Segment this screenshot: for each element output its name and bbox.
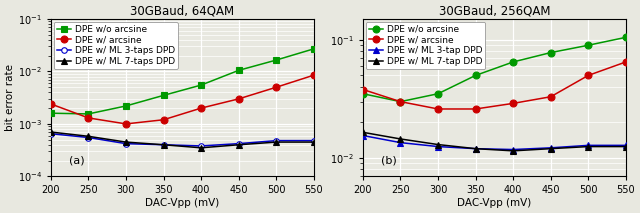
DPE w/ ML 3-taps DPD xyxy=(160,144,168,146)
DPE w/ ML 7-tap DPD xyxy=(509,150,517,152)
DPE w/ arcsine xyxy=(547,95,554,98)
DPE w/ ML 3-tap DPD xyxy=(547,147,554,149)
DPE w/ ML 7-taps DPD xyxy=(310,141,317,143)
Line: DPE w/ ML 7-taps DPD: DPE w/ ML 7-taps DPD xyxy=(48,129,317,151)
DPE w/ arcsine xyxy=(472,108,479,110)
DPE w/ ML 3-tap DPD xyxy=(509,148,517,151)
DPE w/ arcsine xyxy=(235,98,243,100)
DPE w/o arcsine xyxy=(160,94,168,97)
DPE w/ arcsine xyxy=(509,102,517,105)
DPE w/ arcsine xyxy=(273,86,280,89)
DPE w/ ML 3-tap DPD xyxy=(584,144,592,147)
DPE w/ ML 3-taps DPD xyxy=(47,132,54,135)
Line: DPE w/ ML 7-tap DPD: DPE w/ ML 7-tap DPD xyxy=(360,130,628,154)
DPE w/ ML 3-taps DPD xyxy=(273,139,280,142)
DPE w/ arcsine xyxy=(584,74,592,77)
Title: 30GBaud, 64QAM: 30GBaud, 64QAM xyxy=(131,5,234,18)
Line: DPE w/ ML 3-tap DPD: DPE w/ ML 3-tap DPD xyxy=(360,133,628,152)
DPE w/ ML 3-taps DPD xyxy=(310,139,317,142)
Line: DPE w/ arcsine: DPE w/ arcsine xyxy=(47,72,317,127)
DPE w/o arcsine xyxy=(397,100,404,103)
DPE w/o arcsine xyxy=(434,92,442,95)
DPE w/o arcsine xyxy=(472,74,479,77)
DPE w/ ML 7-taps DPD xyxy=(197,147,205,149)
DPE w/ arcsine xyxy=(47,103,54,105)
DPE w/o arcsine xyxy=(584,44,592,46)
DPE w/ ML 7-tap DPD xyxy=(584,145,592,148)
DPE w/ ML 7-tap DPD xyxy=(472,147,479,150)
DPE w/ ML 7-taps DPD xyxy=(273,141,280,143)
DPE w/ arcsine xyxy=(397,100,404,103)
DPE w/ ML 3-taps DPD xyxy=(84,136,92,139)
Y-axis label: bit error rate: bit error rate xyxy=(5,64,15,131)
DPE w/ ML 3-tap DPD xyxy=(622,144,630,147)
DPE w/o arcsine xyxy=(359,92,367,95)
DPE w/ arcsine xyxy=(122,123,130,125)
DPE w/o arcsine xyxy=(47,112,54,114)
DPE w/ ML 3-taps DPD xyxy=(235,142,243,145)
DPE w/o arcsine xyxy=(235,69,243,72)
DPE w/ ML 7-taps DPD xyxy=(47,131,54,133)
DPE w/o arcsine xyxy=(547,51,554,54)
Line: DPE w/ ML 3-taps DPD: DPE w/ ML 3-taps DPD xyxy=(48,131,317,149)
DPE w/ ML 3-tap DPD xyxy=(472,147,479,150)
Legend: DPE w/o arcsine, DPE w/ arcsine, DPE w/ ML 3-taps DPD, DPE w/ ML 7-taps DPD: DPE w/o arcsine, DPE w/ arcsine, DPE w/ … xyxy=(54,22,178,69)
DPE w/ arcsine xyxy=(310,74,317,76)
DPE w/o arcsine xyxy=(122,105,130,107)
Legend: DPE w/o arcsine, DPE w/ arcsine, DPE w/ ML 3-tap DPD, DPE w/ ML 7-tap DPD: DPE w/o arcsine, DPE w/ arcsine, DPE w/ … xyxy=(365,22,486,69)
DPE w/ ML 7-tap DPD xyxy=(622,145,630,148)
DPE w/o arcsine xyxy=(273,59,280,61)
Line: DPE w/ arcsine: DPE w/ arcsine xyxy=(360,59,629,112)
DPE w/o arcsine xyxy=(197,84,205,86)
DPE w/ ML 7-taps DPD xyxy=(84,135,92,138)
DPE w/ arcsine xyxy=(434,108,442,110)
DPE w/o arcsine xyxy=(310,47,317,50)
DPE w/ ML 7-tap DPD xyxy=(397,138,404,140)
DPE w/ ML 7-taps DPD xyxy=(160,144,168,146)
DPE w/ ML 3-taps DPD xyxy=(197,145,205,147)
DPE w/o arcsine xyxy=(622,36,630,39)
DPE w/ arcsine xyxy=(197,107,205,109)
DPE w/ ML 7-tap DPD xyxy=(434,143,442,146)
Line: DPE w/o arcsine: DPE w/o arcsine xyxy=(360,34,629,105)
Line: DPE w/o arcsine: DPE w/o arcsine xyxy=(47,45,317,117)
DPE w/ arcsine xyxy=(359,88,367,91)
DPE w/ ML 3-tap DPD xyxy=(397,141,404,144)
DPE w/ arcsine xyxy=(84,117,92,119)
DPE w/ ML 7-taps DPD xyxy=(235,144,243,146)
DPE w/ ML 7-taps DPD xyxy=(122,141,130,143)
DPE w/ ML 3-tap DPD xyxy=(359,134,367,137)
X-axis label: DAC-Vpp (mV): DAC-Vpp (mV) xyxy=(145,198,220,208)
DPE w/ ML 7-tap DPD xyxy=(359,131,367,134)
DPE w/ ML 3-taps DPD xyxy=(122,142,130,145)
Title: 30GBaud, 256QAM: 30GBaud, 256QAM xyxy=(438,5,550,18)
Text: (b): (b) xyxy=(381,155,397,165)
DPE w/o arcsine xyxy=(84,113,92,115)
DPE w/ ML 3-tap DPD xyxy=(434,145,442,148)
DPE w/ arcsine xyxy=(160,118,168,121)
X-axis label: DAC-Vpp (mV): DAC-Vpp (mV) xyxy=(457,198,531,208)
DPE w/o arcsine xyxy=(509,61,517,63)
Text: (a): (a) xyxy=(69,155,85,165)
DPE w/ ML 7-tap DPD xyxy=(547,147,554,150)
DPE w/ arcsine xyxy=(622,61,630,63)
